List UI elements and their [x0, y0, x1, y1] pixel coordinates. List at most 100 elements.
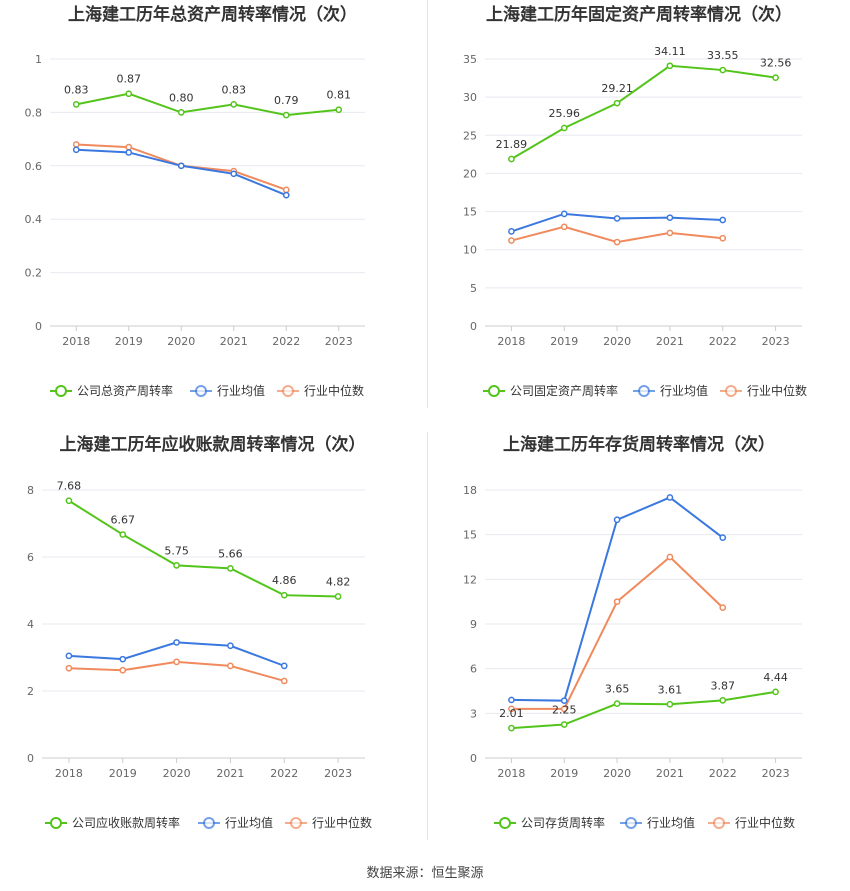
chart-title: 上海建工历年总资产周转率情况（次）: [68, 4, 357, 25]
data-label: 7.68: [57, 480, 82, 493]
data-point: [666, 62, 674, 70]
series-line-0: [510, 64, 776, 160]
data-point: [613, 700, 621, 708]
y-tick-label: 0: [470, 320, 477, 333]
data-point: [177, 109, 185, 116]
x-tick-label: 2022: [709, 335, 737, 348]
data-point: [613, 238, 621, 246]
legend-label: 行业均值: [660, 383, 708, 398]
y-tick-label: 6: [470, 663, 477, 676]
x-tick-label: 2018: [497, 335, 525, 348]
legend-marker-icon: [195, 385, 207, 397]
data-point: [719, 604, 727, 611]
x-tick-label: 2019: [550, 335, 578, 348]
chart-fixed-asset-turnover: 上海建工历年固定资产周转率情况（次） 0 5 10 15 20 25 30 35 2018 2019…: [463, 4, 807, 398]
legend-label: 行业中位数: [304, 383, 364, 398]
chart-inventory-turnover: 上海建工历年存货周转率情况（次） 0 3 6 9 12 15 18 2018 2019 2020 20…: [463, 434, 802, 830]
data-label: 4.86: [272, 574, 297, 587]
legend-label: 行业中位数: [735, 815, 795, 830]
x-tick-label: 2020: [163, 767, 191, 780]
y-tick-label: 25: [463, 129, 477, 142]
legend-marker-icon: [488, 385, 500, 397]
x-tick-label: 2021: [656, 335, 684, 348]
vertical-divider-bottom: [427, 432, 428, 840]
data-label: 34.11: [654, 45, 686, 58]
data-label: 0.80: [169, 91, 194, 104]
x-tick-label: 2022: [272, 335, 300, 348]
data-point: [230, 101, 238, 108]
data-label: 4.82: [326, 576, 351, 589]
x-tick-label: 2020: [603, 767, 631, 780]
y-tick-label: 8: [27, 484, 34, 497]
data-point: [72, 101, 80, 108]
data-source-note: 数据来源：恒生聚源: [366, 866, 484, 881]
legend-label: 行业均值: [647, 815, 695, 830]
legend-label: 公司总资产周转率: [77, 383, 173, 398]
data-point: [72, 141, 80, 148]
data-label: 5.75: [164, 544, 189, 557]
x-tick-label: 2018: [62, 335, 90, 348]
data-point: [508, 228, 515, 235]
legend-label: 公司存货周转率: [521, 815, 605, 830]
chart-title: 上海建工历年固定资产周转率情况（次）: [486, 4, 792, 25]
chart-title: 上海建工历年应收账款周转率情况（次）: [60, 434, 366, 455]
y-tick-label: 4: [27, 618, 34, 631]
x-tick-label: 2020: [167, 335, 195, 348]
data-label: 25.96: [549, 107, 581, 120]
data-point: [719, 66, 727, 74]
legend-marker-icon: [282, 385, 294, 397]
data-point: [335, 106, 343, 114]
data-label: 0.83: [222, 83, 247, 96]
data-point: [119, 655, 127, 663]
data-point: [666, 553, 674, 561]
data-point: [666, 700, 674, 708]
data-point: [282, 191, 290, 199]
data-point: [125, 143, 133, 151]
data-point: [65, 652, 73, 660]
data-label: 3.87: [711, 679, 736, 692]
y-tick-label: 35: [463, 53, 477, 66]
legend-label: 公司应收账款周转率: [72, 815, 180, 830]
data-point: [227, 662, 234, 670]
legend-label: 行业均值: [225, 815, 273, 830]
y-tick-label: 0: [470, 752, 477, 765]
data-point: [65, 664, 73, 672]
data-point: [173, 562, 180, 569]
y-tick-label: 18: [463, 484, 477, 497]
data-point: [666, 214, 674, 222]
y-tick-label: 20: [463, 167, 477, 180]
x-tick-label: 2022: [709, 767, 737, 780]
data-point: [177, 162, 185, 170]
legend-marker-icon: [713, 817, 725, 829]
data-point: [560, 721, 568, 728]
y-tick-label: 5: [470, 282, 477, 295]
data-label: 2.25: [552, 704, 577, 717]
data-point: [508, 705, 515, 713]
data-point: [125, 149, 133, 156]
data-point: [613, 215, 621, 222]
y-tick-label: 3: [470, 707, 477, 720]
series-line-0: [511, 690, 776, 730]
legend-label: 行业均值: [217, 383, 265, 398]
data-point: [560, 124, 568, 132]
data-label: 0.81: [327, 89, 352, 102]
data-point: [666, 494, 674, 501]
y-tick-label: 0.8: [25, 106, 43, 119]
y-tick-label: 0.6: [25, 160, 43, 173]
x-tick-label: 2020: [603, 335, 631, 348]
data-point: [227, 642, 234, 650]
x-tick-label: 2021: [220, 335, 248, 348]
data-point: [613, 516, 621, 524]
data-point: [613, 99, 621, 107]
legend-label: 公司固定资产周转率: [510, 383, 618, 398]
x-tick-label: 2021: [656, 767, 684, 780]
legend-label: 行业中位数: [747, 383, 807, 398]
legend-marker-icon: [638, 385, 650, 397]
data-point: [280, 662, 288, 670]
data-point: [719, 697, 727, 704]
y-tick-label: 10: [463, 244, 477, 257]
data-point: [613, 598, 621, 606]
data-point: [560, 697, 568, 705]
data-point: [560, 210, 568, 218]
data-point: [280, 591, 288, 599]
